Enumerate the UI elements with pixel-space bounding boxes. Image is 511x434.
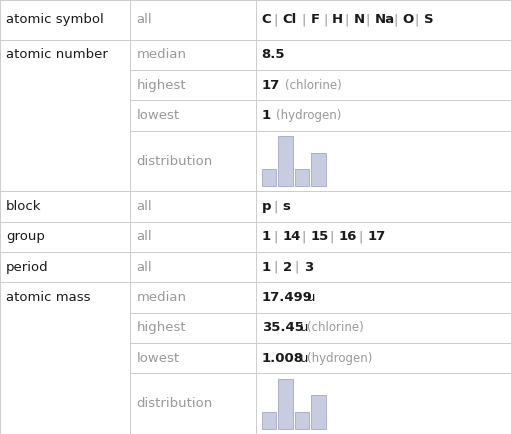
Text: period: period [6, 261, 49, 274]
Text: (chlorine): (chlorine) [285, 79, 341, 92]
Bar [278, 378, 293, 429]
Text: s: s [283, 200, 291, 213]
Text: (chlorine): (chlorine) [308, 321, 364, 334]
Text: |: | [358, 230, 362, 243]
Text: highest: highest [136, 321, 186, 334]
Text: |: | [323, 13, 328, 26]
Text: 1: 1 [262, 261, 271, 274]
Text: |: | [393, 13, 398, 26]
Text: 8.5: 8.5 [262, 48, 285, 61]
Bar [295, 169, 310, 186]
Bar [295, 412, 310, 429]
Text: |: | [301, 230, 306, 243]
Text: all: all [136, 261, 152, 274]
Text: |: | [274, 261, 278, 274]
Text: distribution: distribution [136, 155, 213, 168]
Text: |: | [301, 13, 306, 26]
Text: atomic mass: atomic mass [6, 291, 90, 304]
Text: Na: Na [375, 13, 394, 26]
Text: lowest: lowest [136, 352, 179, 365]
Text: H: H [332, 13, 343, 26]
Text: C: C [262, 13, 271, 26]
Text: all: all [136, 200, 152, 213]
Text: highest: highest [136, 79, 186, 92]
Text: median: median [136, 291, 187, 304]
Text: 16: 16 [339, 230, 357, 243]
Text: block: block [6, 200, 41, 213]
Text: (hydrogen): (hydrogen) [308, 352, 373, 365]
Bar [312, 153, 326, 186]
Text: 17.499: 17.499 [262, 291, 313, 304]
Text: |: | [295, 261, 299, 274]
Text: atomic number: atomic number [6, 48, 108, 61]
Text: (hydrogen): (hydrogen) [276, 109, 341, 122]
Text: all: all [136, 230, 152, 243]
Text: O: O [403, 13, 414, 26]
Text: 17: 17 [367, 230, 385, 243]
Text: p: p [262, 200, 271, 213]
Bar [262, 412, 276, 429]
Text: u: u [300, 352, 309, 365]
Text: distribution: distribution [136, 397, 213, 410]
Text: u: u [307, 291, 316, 304]
Text: Cl: Cl [283, 13, 297, 26]
Text: 3: 3 [304, 261, 313, 274]
Text: 17: 17 [262, 79, 280, 92]
Text: group: group [6, 230, 45, 243]
Text: |: | [274, 230, 278, 243]
Text: |: | [330, 230, 334, 243]
Text: 35.45: 35.45 [262, 321, 304, 334]
Text: F: F [311, 13, 320, 26]
Bar [262, 169, 276, 186]
Text: |: | [274, 200, 278, 213]
Text: 14: 14 [283, 230, 301, 243]
Text: all: all [136, 13, 152, 26]
Text: |: | [415, 13, 419, 26]
Text: S: S [424, 13, 433, 26]
Text: N: N [354, 13, 364, 26]
Text: |: | [344, 13, 349, 26]
Text: 1: 1 [262, 109, 271, 122]
Text: 2: 2 [283, 261, 292, 274]
Bar [278, 136, 293, 186]
Text: 1: 1 [262, 230, 271, 243]
Text: |: | [274, 13, 278, 26]
Text: |: | [365, 13, 370, 26]
Text: median: median [136, 48, 187, 61]
Text: u: u [300, 321, 309, 334]
Text: 1.008: 1.008 [262, 352, 304, 365]
Text: lowest: lowest [136, 109, 179, 122]
Text: 15: 15 [311, 230, 329, 243]
Text: atomic symbol: atomic symbol [6, 13, 104, 26]
Bar [312, 395, 326, 429]
